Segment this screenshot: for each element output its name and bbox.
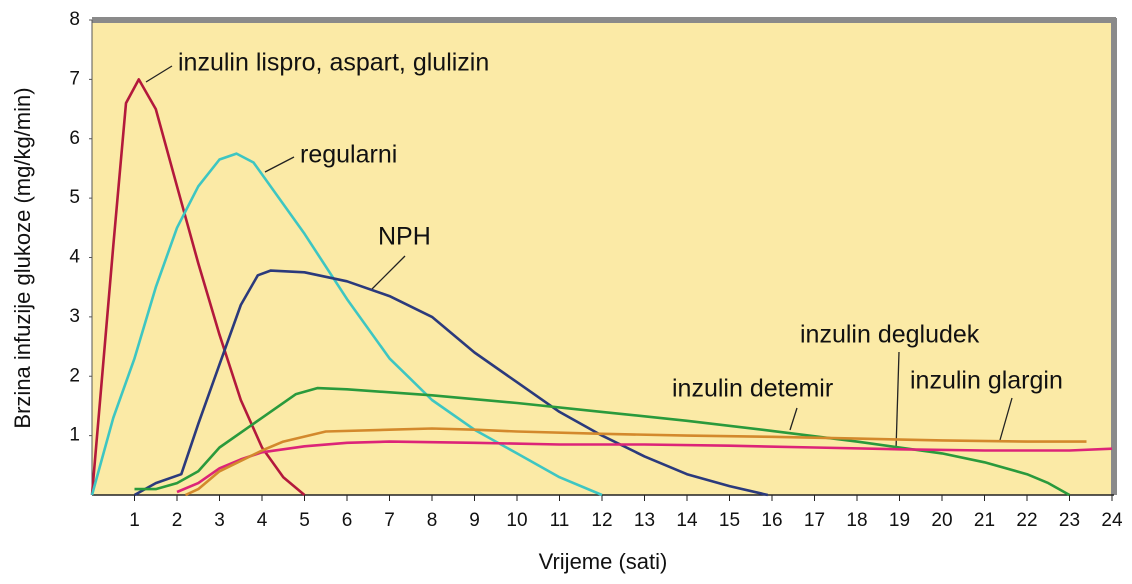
leader-line bbox=[145, 65, 173, 83]
x-tick-label: 5 bbox=[299, 510, 310, 531]
series-label: regularni bbox=[300, 141, 397, 169]
series-label: inzulin glargin bbox=[910, 367, 1063, 395]
series-line bbox=[184, 427, 1087, 497]
x-tick-label: 20 bbox=[931, 510, 952, 531]
x-tick-label: 17 bbox=[804, 510, 825, 531]
leader-line bbox=[999, 397, 1013, 441]
y-tick-label: 2 bbox=[69, 365, 80, 386]
leader-line bbox=[264, 156, 295, 173]
y-tick-label: 8 bbox=[69, 9, 80, 30]
y-tick-label: 6 bbox=[69, 128, 80, 149]
y-tick-label: 7 bbox=[69, 68, 80, 89]
x-tick-label: 6 bbox=[342, 510, 353, 531]
series-line bbox=[134, 386, 1071, 497]
x-tick-label: 12 bbox=[591, 510, 612, 531]
series-label: NPH bbox=[378, 223, 431, 251]
x-tick-label: 1 bbox=[129, 510, 140, 531]
x-tick-label: 24 bbox=[1101, 510, 1123, 531]
x-tick-label: 13 bbox=[634, 510, 655, 531]
x-tick-label: 23 bbox=[1059, 510, 1080, 531]
x-tick-label: 2 bbox=[172, 510, 183, 531]
leader-line bbox=[895, 351, 900, 451]
x-tick-label: 11 bbox=[550, 510, 570, 531]
x-tick-label: 7 bbox=[384, 510, 395, 531]
series-line bbox=[133, 269, 769, 497]
x-tick-label: 9 bbox=[469, 510, 480, 531]
y-axis-label: Brzina infuzije glukoze (mg/kg/min) bbox=[10, 87, 35, 428]
plot-area bbox=[92, 20, 1114, 495]
x-tick-label: 18 bbox=[846, 510, 867, 531]
series-label: inzulin degludek bbox=[800, 321, 980, 349]
x-tick-label: 10 bbox=[506, 510, 527, 531]
leader-lines bbox=[145, 65, 1013, 451]
series-line bbox=[176, 440, 1113, 494]
y-tick-label: 4 bbox=[69, 247, 80, 268]
x-tick-label: 19 bbox=[889, 510, 910, 531]
leader-line bbox=[371, 255, 406, 290]
x-axis-label: Vrijeme (sati) bbox=[539, 549, 668, 574]
series-label: inzulin lispro, aspart, glulizin bbox=[178, 49, 489, 77]
x-tick-label: 21 bbox=[974, 510, 995, 531]
y-tick-label: 1 bbox=[69, 425, 80, 446]
y-tick-label: 3 bbox=[69, 306, 80, 327]
x-tick-label: 15 bbox=[719, 510, 740, 531]
y-tick-label: 5 bbox=[69, 187, 80, 208]
x-tick-label: 14 bbox=[676, 510, 698, 531]
series-label: inzulin detemir bbox=[672, 375, 833, 403]
x-tick-label: 8 bbox=[427, 510, 438, 531]
x-tick-label: 16 bbox=[761, 510, 782, 531]
x-tick-label: 22 bbox=[1016, 510, 1037, 531]
x-tick-label: 3 bbox=[214, 510, 225, 531]
x-tick-label: 4 bbox=[257, 510, 268, 531]
leader-line bbox=[789, 407, 798, 431]
